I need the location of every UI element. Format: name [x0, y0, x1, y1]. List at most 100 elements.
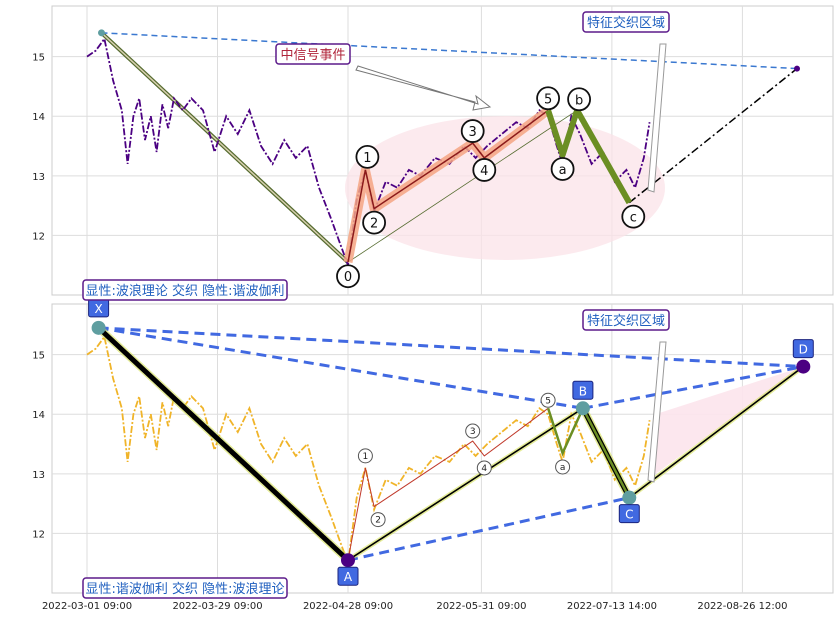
- price-line: [86, 36, 651, 266]
- trend-line-down-inner: [100, 32, 349, 263]
- minor-wave-label: a: [560, 463, 566, 473]
- harmonic-point-marker: [91, 320, 106, 335]
- y-tick-label: 15: [32, 351, 45, 362]
- minor-wave-circle: [357, 448, 373, 464]
- harmonic-point-marker: [341, 553, 355, 568]
- y-tick-label: 14: [32, 112, 45, 123]
- harmonic-leg: [347, 407, 584, 561]
- wave-point-circle: [567, 87, 591, 112]
- harmonic-point-label: B: [579, 384, 587, 398]
- bottom-zone-label: 特征交织区域: [587, 313, 665, 329]
- minor-wave-label: 1: [363, 452, 369, 462]
- minor-wave-label: 4: [481, 464, 487, 474]
- top-content: 0 1 2 3 4 5 a b c: [86, 29, 800, 289]
- harmonic-point-label: A: [344, 570, 353, 584]
- harmonic-dashed-line: [98, 326, 584, 410]
- start-point: [98, 29, 105, 37]
- x-tick-label: 2022-08-26 12:00: [697, 601, 787, 612]
- harmonic-dashed-line: [582, 365, 804, 410]
- wave-point-label: 4: [480, 164, 488, 179]
- minor-wave-circle: [555, 459, 571, 475]
- harmonic-point-box: [618, 504, 640, 524]
- wave-point-label: 5: [544, 92, 552, 107]
- minor-wave-circle: [476, 460, 492, 476]
- harmonic-leg: [96, 326, 350, 563]
- wave-point-circle: [621, 204, 646, 229]
- harmonic-point-label: X: [94, 302, 102, 316]
- wave-point-label: a: [559, 163, 567, 178]
- y-tick-label: 15: [32, 53, 45, 64]
- projection-line: [628, 67, 798, 204]
- x-tick-labels: 2022-03-01 09:00 2022-03-29 09:00 2022-04-…: [42, 601, 788, 612]
- wave-point-label: 2: [370, 217, 378, 232]
- bottom-plot-area: [51, 303, 834, 594]
- harmonic-point-box: [792, 339, 814, 359]
- minor-wave-label: 2: [375, 516, 381, 526]
- harmonic-dashed-line: [98, 326, 804, 369]
- x-tick-label: 2022-05-31 09:00: [436, 601, 526, 612]
- minor-wave-label: 3: [470, 427, 476, 437]
- y-tick-label: 12: [32, 231, 45, 242]
- corrective-wave-line: [545, 107, 632, 205]
- minor-impulse-line: [347, 407, 549, 561]
- top-mode-label: 显性:波浪理论 交织 隐性:谐波伽利: [85, 283, 284, 299]
- top-signal-box: 中信号事件: [275, 43, 351, 65]
- top-zone-box: 特征交织区域: [582, 11, 670, 33]
- top-mode-box: 显性:波浪理论 交织 隐性:谐波伽利: [82, 279, 288, 301]
- minor-wave-circle: [370, 512, 386, 528]
- harmonic-point-marker: [622, 490, 637, 505]
- wave-point-circle: [536, 86, 560, 111]
- resistance-dashed-line: [101, 32, 798, 70]
- harmonic-point-label: C: [625, 508, 633, 522]
- projection-end-point: [794, 65, 800, 72]
- zone-spike-arrow: [647, 43, 667, 193]
- bottom-mode-label: 显性:谐波伽利 交织 隐性:波浪理论: [85, 581, 284, 597]
- zone-spike-arrow: [647, 341, 667, 483]
- harmonic-point-box: [572, 380, 594, 400]
- x-tick-label: 2022-07-13 14:00: [567, 601, 657, 612]
- wave-point-label: 0: [344, 270, 352, 285]
- wave-point-circle: [550, 157, 575, 181]
- y-tick-label: 13: [32, 172, 45, 183]
- wave-point-label: 1: [363, 151, 371, 166]
- wave-point-label: b: [575, 93, 583, 108]
- harmonic-leg: [628, 365, 804, 499]
- feature-zone-ellipse: [345, 116, 665, 260]
- x-tick-label: 2022-04-28 09:00: [303, 601, 393, 612]
- wave-point-label: c: [630, 211, 637, 226]
- wave-point-label: 3: [469, 125, 477, 140]
- harmonic-point-marker: [796, 359, 811, 374]
- x-tick-label: 2022-03-29 09:00: [172, 601, 262, 612]
- minor-wave-circle: [465, 423, 481, 439]
- minor-wave-label: 5: [545, 396, 551, 406]
- wave-base-line: [347, 109, 578, 263]
- y-tick-label: 12: [32, 529, 45, 540]
- minor-wave-circle: [540, 392, 556, 408]
- top-signal-label: 中信号事件: [280, 48, 345, 63]
- harmonic-point-marker: [575, 401, 590, 416]
- bottom-zone-box: 特征交织区域: [582, 309, 670, 331]
- wave-point-circle: [362, 210, 387, 235]
- harmonic-dashed-line: [347, 496, 630, 562]
- top-zone-label: 特征交织区域: [587, 15, 665, 31]
- y-tick-label: 14: [32, 410, 45, 421]
- signal-arrow: [355, 65, 492, 111]
- wave-point-circle: [336, 264, 360, 289]
- bottom-content: 1 2 3 4 5 a X A B C D: [86, 298, 814, 586]
- minor-corrective-line: [546, 405, 631, 499]
- bottom-mode-box: 显性:谐波伽利 交织 隐性:波浪理论: [82, 577, 288, 599]
- impulse-wave-line: [347, 109, 549, 263]
- wave-point-circle: [355, 144, 380, 169]
- x-tick-label: 2022-03-01 09:00: [42, 601, 132, 612]
- harmonic-point-label: D: [799, 343, 808, 357]
- y-tick-label: 13: [32, 470, 45, 481]
- wave-point-circle: [460, 119, 485, 143]
- wave-point-circle: [472, 158, 497, 182]
- harmonic-point-box: [337, 566, 359, 586]
- top-y-ticks: 12 13 14 15: [32, 53, 45, 243]
- bottom-y-ticks: 12 13 14 15: [32, 351, 45, 541]
